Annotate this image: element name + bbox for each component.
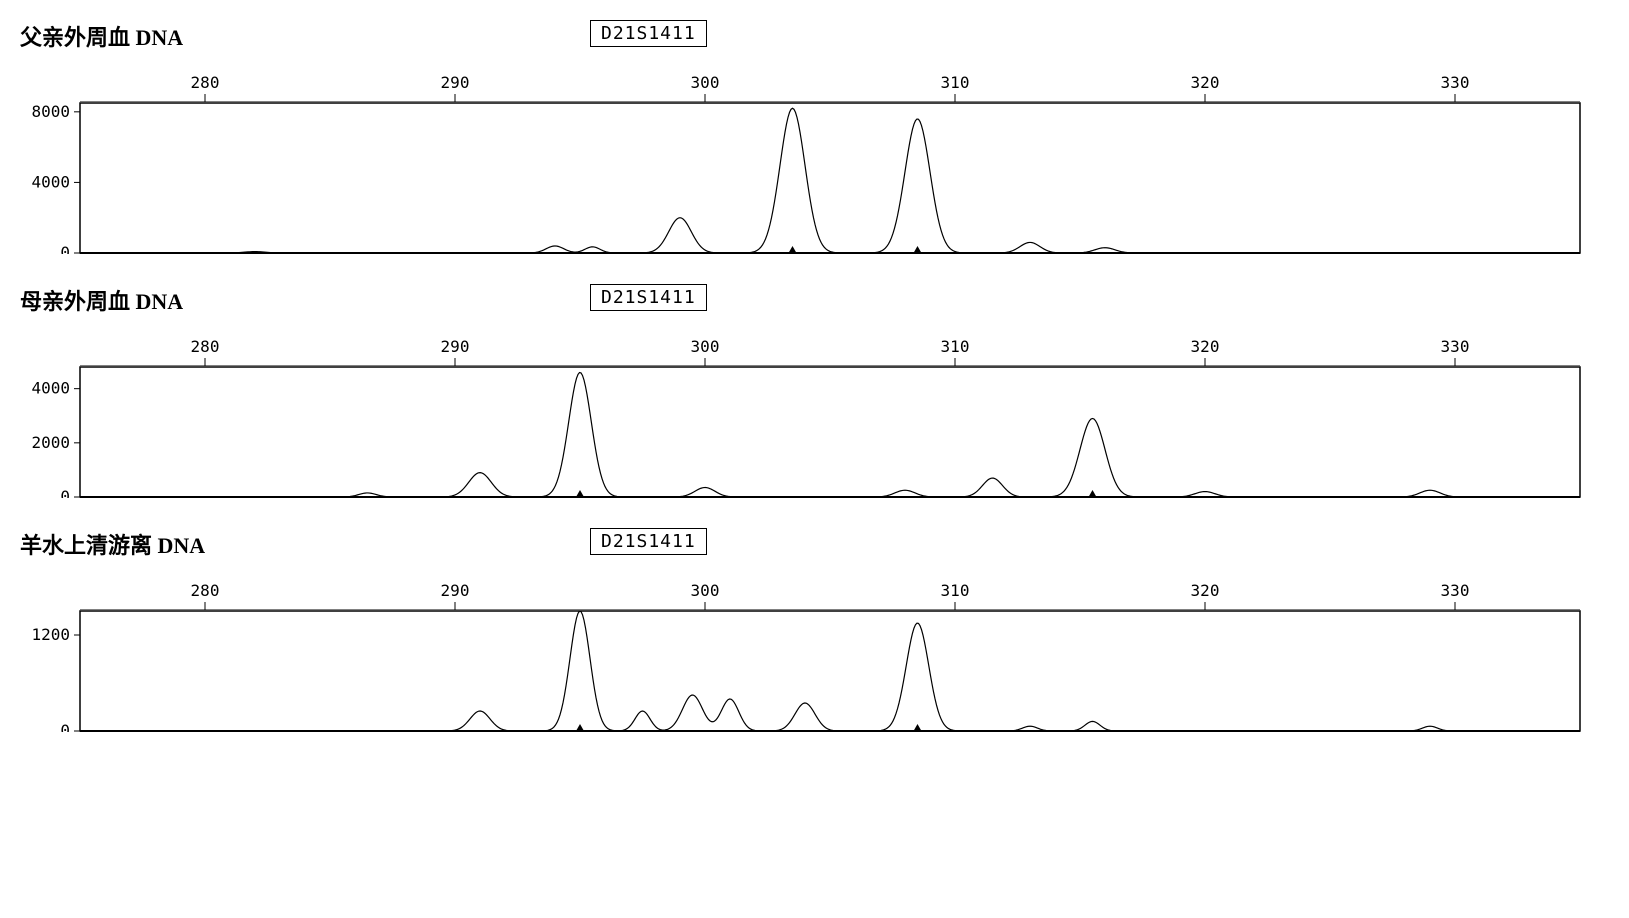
svg-text:310: 310 [941,73,970,92]
chart-plot: 0 2000 4000 [20,366,1600,498]
panel-title: 父亲外周血 DNA [20,20,270,52]
marker-label: D21S1411 [590,528,707,555]
svg-text:280: 280 [191,73,220,92]
panel-title: 羊水上清游离 DNA [20,528,270,560]
svg-text:320: 320 [1191,337,1220,356]
svg-text:330: 330 [1441,73,1470,92]
panel-title: 母亲外周血 DNA [20,284,270,316]
svg-text:320: 320 [1191,73,1220,92]
panel-header: 羊水上清游离 DNA D21S1411 [20,528,1609,560]
electropherogram-panel-father: 父亲外周血 DNA D21S1411 280 290 300 310 320 330 0 4… [20,20,1609,254]
chart-plot: 0 4000 8000 [20,102,1600,254]
svg-text:4000: 4000 [31,172,70,191]
panel-header: 父亲外周血 DNA D21S1411 [20,20,1609,52]
chart-plot: 0 1200 [20,610,1600,732]
svg-text:310: 310 [941,581,970,600]
svg-text:310: 310 [941,337,970,356]
svg-text:0: 0 [60,721,70,732]
electropherogram-panel-amniotic: 羊水上清游离 DNA D21S1411 280 290 300 310 320 330 0… [20,528,1609,732]
svg-text:300: 300 [691,73,720,92]
marker-label: D21S1411 [590,284,707,311]
svg-text:1200: 1200 [31,625,70,644]
svg-text:0: 0 [60,243,70,254]
x-axis-ruler: 280 290 300 310 320 330 [20,62,1600,102]
svg-text:290: 290 [441,73,470,92]
svg-text:2000: 2000 [31,433,70,452]
svg-text:290: 290 [441,581,470,600]
svg-text:280: 280 [191,581,220,600]
svg-text:8000: 8000 [31,102,70,121]
electropherogram-panel-mother: 母亲外周血 DNA D21S1411 280 290 300 310 320 330 0 2… [20,284,1609,498]
x-axis-ruler: 280 290 300 310 320 330 [20,570,1600,610]
svg-text:330: 330 [1441,337,1470,356]
svg-text:300: 300 [691,581,720,600]
panel-header: 母亲外周血 DNA D21S1411 [20,284,1609,316]
svg-text:290: 290 [441,337,470,356]
svg-text:300: 300 [691,337,720,356]
svg-text:4000: 4000 [31,379,70,398]
svg-text:0: 0 [60,487,70,498]
marker-label: D21S1411 [590,20,707,47]
svg-text:280: 280 [191,337,220,356]
x-axis-ruler: 280 290 300 310 320 330 [20,326,1600,366]
svg-text:320: 320 [1191,581,1220,600]
svg-text:330: 330 [1441,581,1470,600]
